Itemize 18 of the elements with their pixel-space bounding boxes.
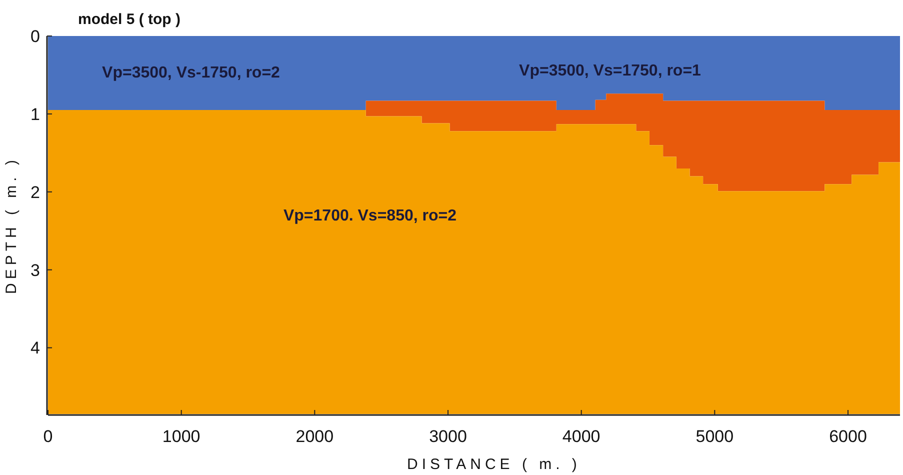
x-tick-label: 3000 [429, 427, 467, 446]
x-tick-label: 5000 [696, 427, 734, 446]
y-tick-label: 3 [30, 260, 40, 280]
annotation: Vp=3500, Vs-1750, ro=2 [102, 64, 280, 82]
annotation: Vp=1700. Vs=850, ro=2 [283, 208, 457, 225]
y-tick-label: 4 [30, 338, 40, 358]
y-axis-title: DEPTH ( m. ) [3, 156, 20, 294]
x-tick-label: 6000 [829, 427, 867, 446]
y-tick-label: 1 [30, 104, 40, 124]
x-axis-title: DISTANCE ( m. ) [407, 456, 581, 473]
y-tick-label: 2 [30, 182, 40, 202]
x-tick-label: 4000 [562, 427, 600, 446]
x-tick-label: 0 [43, 427, 53, 446]
y-tick-label: 0 [30, 26, 40, 46]
x-tick-label: 1000 [162, 427, 200, 446]
chart-title: model 5 ( top ) [78, 11, 180, 28]
annotation: Vp=3500, Vs=1750, ro=1 [519, 62, 702, 80]
x-tick-label: 2000 [296, 427, 334, 446]
